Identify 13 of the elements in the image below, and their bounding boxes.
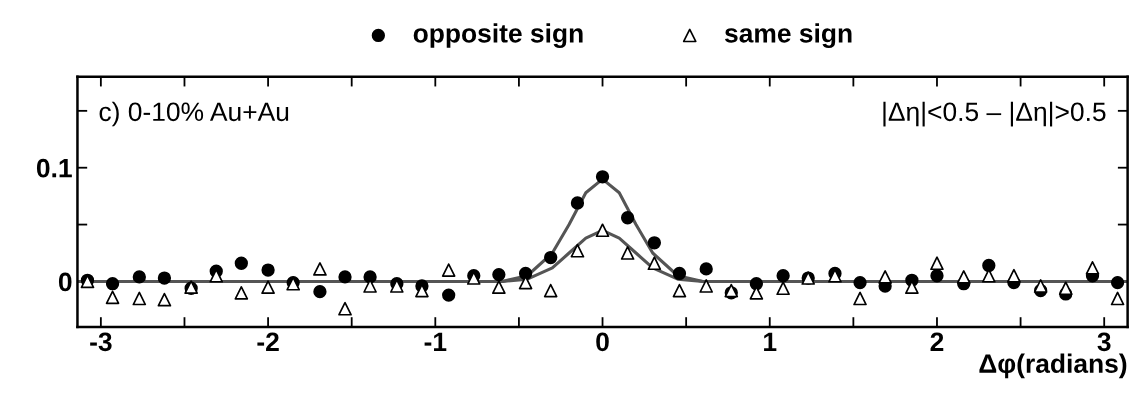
x-tick-label: -2 [257, 332, 279, 351]
x-tick-label: 1 [764, 332, 777, 351]
legend-label: same sign [724, 23, 852, 48]
x-tick-label: 2 [930, 332, 944, 351]
legend-label: opposite sign [413, 23, 583, 48]
x-axis-title: Δφ(radians) [979, 353, 1127, 379]
x-tick-label: -1 [424, 332, 447, 351]
annotation: c) 0-10% Au+Au [99, 101, 289, 127]
x-tick-label: 3 [1097, 332, 1111, 352]
y-tick-label: 0.1 [36, 158, 72, 178]
x-tick-label: -3 [90, 332, 112, 352]
x-tick-label: 0 [596, 332, 609, 352]
annotation: |Δη|<0.5 – |Δη|>0.5 [883, 101, 1106, 127]
